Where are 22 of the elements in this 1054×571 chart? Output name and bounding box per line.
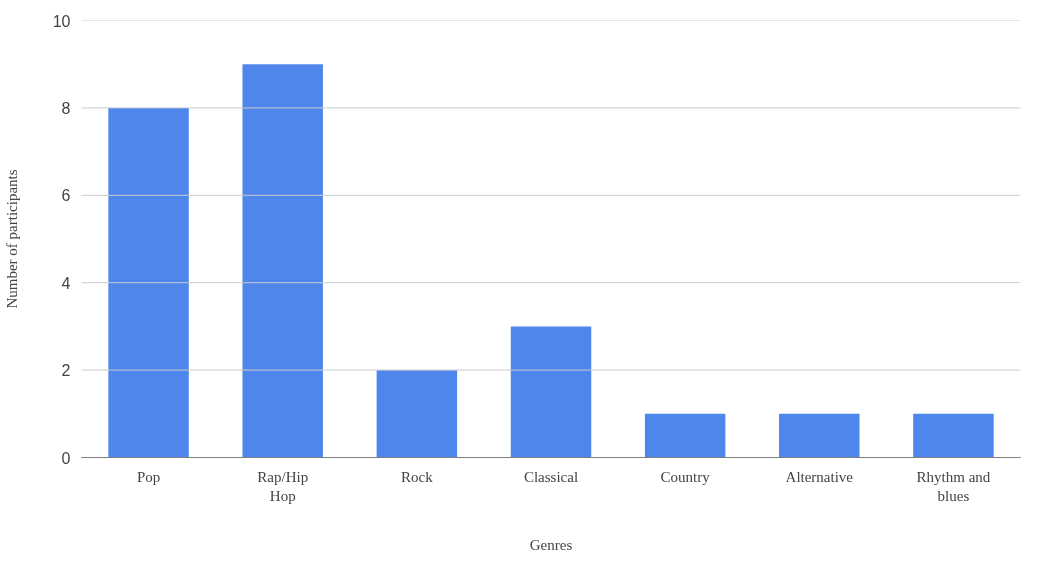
bar xyxy=(779,413,860,458)
bar xyxy=(644,413,726,458)
bar xyxy=(913,413,994,458)
x-tick-label: Rock xyxy=(401,468,434,485)
bar xyxy=(242,64,323,458)
y-axis-title: Number of participants xyxy=(3,169,20,309)
bar xyxy=(376,370,458,458)
y-tick-label: 8 xyxy=(61,99,71,117)
x-tick-label: Rhythm and blues xyxy=(916,468,991,504)
x-tick-label: Pop xyxy=(136,468,161,485)
x-axis-title: Genres xyxy=(529,536,573,553)
bar xyxy=(108,107,189,458)
y-tick-label: 0 xyxy=(61,449,71,467)
x-tick-label: Country xyxy=(660,468,711,485)
bar xyxy=(510,326,592,458)
y-tick-label: 4 xyxy=(61,274,71,292)
y-tick-label: 2 xyxy=(61,362,71,380)
y-tick-label: 10 xyxy=(52,12,71,30)
x-tick-label: Classical xyxy=(523,468,579,485)
x-tick-label: Alternative xyxy=(785,468,854,485)
x-tick-label: Rap/Hip Hop xyxy=(257,468,309,504)
y-tick-label: 6 xyxy=(61,187,71,205)
